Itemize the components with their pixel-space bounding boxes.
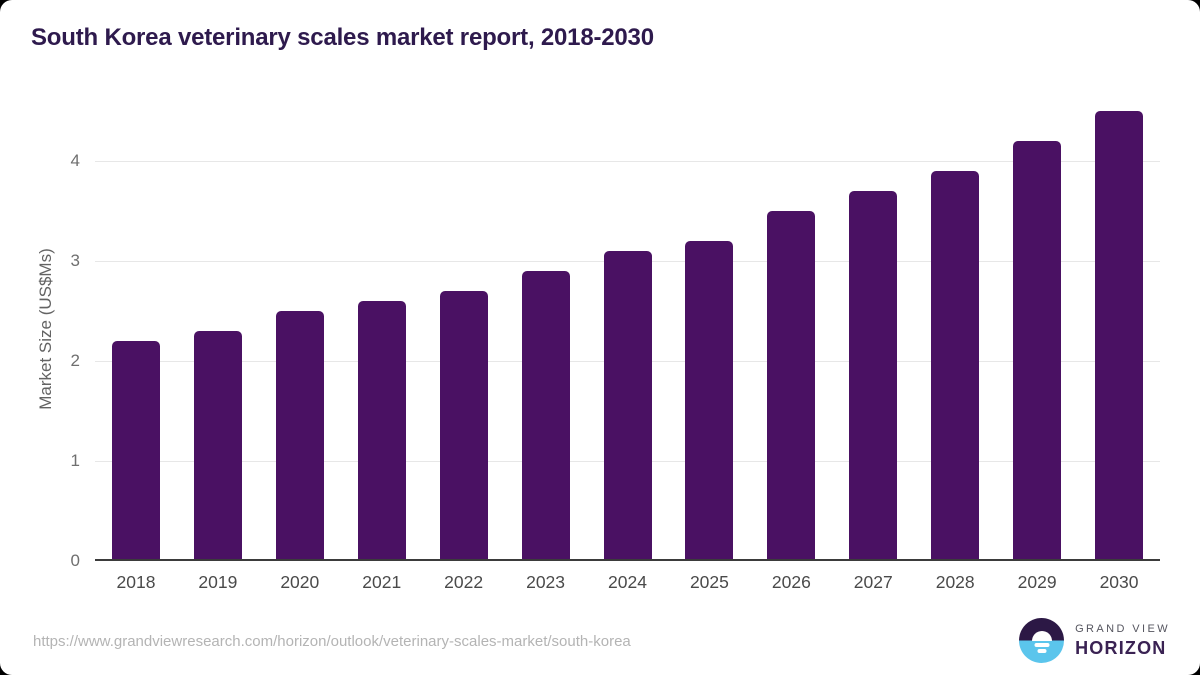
plot-area: 0 1 2 3 4 2018 2019 2020 2021 2022 2023 2024 2025 202… (71, 96, 1160, 591)
bar-2026 (767, 211, 816, 561)
x-tick-label: 2030 (1099, 572, 1139, 592)
bar-2023 (521, 271, 570, 561)
y-tick-label: 0 (70, 551, 80, 570)
logo-brand-top: GRAND VIEW (1075, 622, 1170, 635)
page-title: South Korea veterinary scales market rep… (31, 24, 654, 51)
bar-2028 (931, 171, 980, 561)
x-tick-label: 2019 (198, 572, 238, 592)
logo-reflection-icon (1037, 649, 1047, 653)
x-tick-label: 2026 (771, 572, 811, 592)
bar-2025 (685, 241, 734, 561)
x-tick-label: 2021 (362, 572, 402, 592)
logo-wordmark: GRAND VIEW HORIZON (1075, 623, 1170, 659)
bar-2022 (439, 291, 488, 561)
y-tick-label: 4 (70, 151, 80, 170)
y-tick-label: 2 (70, 351, 80, 370)
bar-2018 (111, 341, 160, 561)
x-tick-label: 2023 (526, 572, 566, 592)
bar-2030 (1095, 111, 1144, 561)
grand-view-horizon-logo: GRAND VIEW HORIZON (1019, 618, 1170, 663)
bar-2027 (849, 191, 898, 561)
bar-2021 (357, 301, 406, 561)
bar-2029 (1013, 141, 1062, 561)
logo-brand-bottom: HORIZON (1075, 637, 1167, 658)
x-tick-label: 2027 (853, 572, 893, 592)
x-axis-line (95, 559, 1160, 561)
bar-2019 (193, 331, 242, 561)
x-tick-label: 2018 (116, 572, 156, 592)
x-tick-label: 2020 (280, 572, 320, 592)
y-axis-title: Market Size (US$Ms) (36, 248, 55, 410)
gridline (95, 161, 1160, 162)
logo-sun-icon (1031, 630, 1052, 641)
x-tick-label: 2029 (1017, 572, 1057, 592)
x-tick-label: 2024 (608, 572, 647, 592)
x-tick-label: 2022 (444, 572, 484, 592)
y-tick-label: 3 (70, 251, 80, 270)
logo-reflection-icon (1034, 643, 1050, 647)
x-tick-label: 2028 (935, 572, 975, 592)
bar-2024 (603, 251, 652, 561)
bar-2020 (275, 311, 324, 561)
source-url: https://www.grandviewresearch.com/horizo… (33, 633, 631, 650)
horizon-sun-logo-icon (1019, 618, 1065, 663)
y-tick-label: 1 (70, 451, 80, 470)
x-tick-label: 2025 (689, 572, 729, 592)
